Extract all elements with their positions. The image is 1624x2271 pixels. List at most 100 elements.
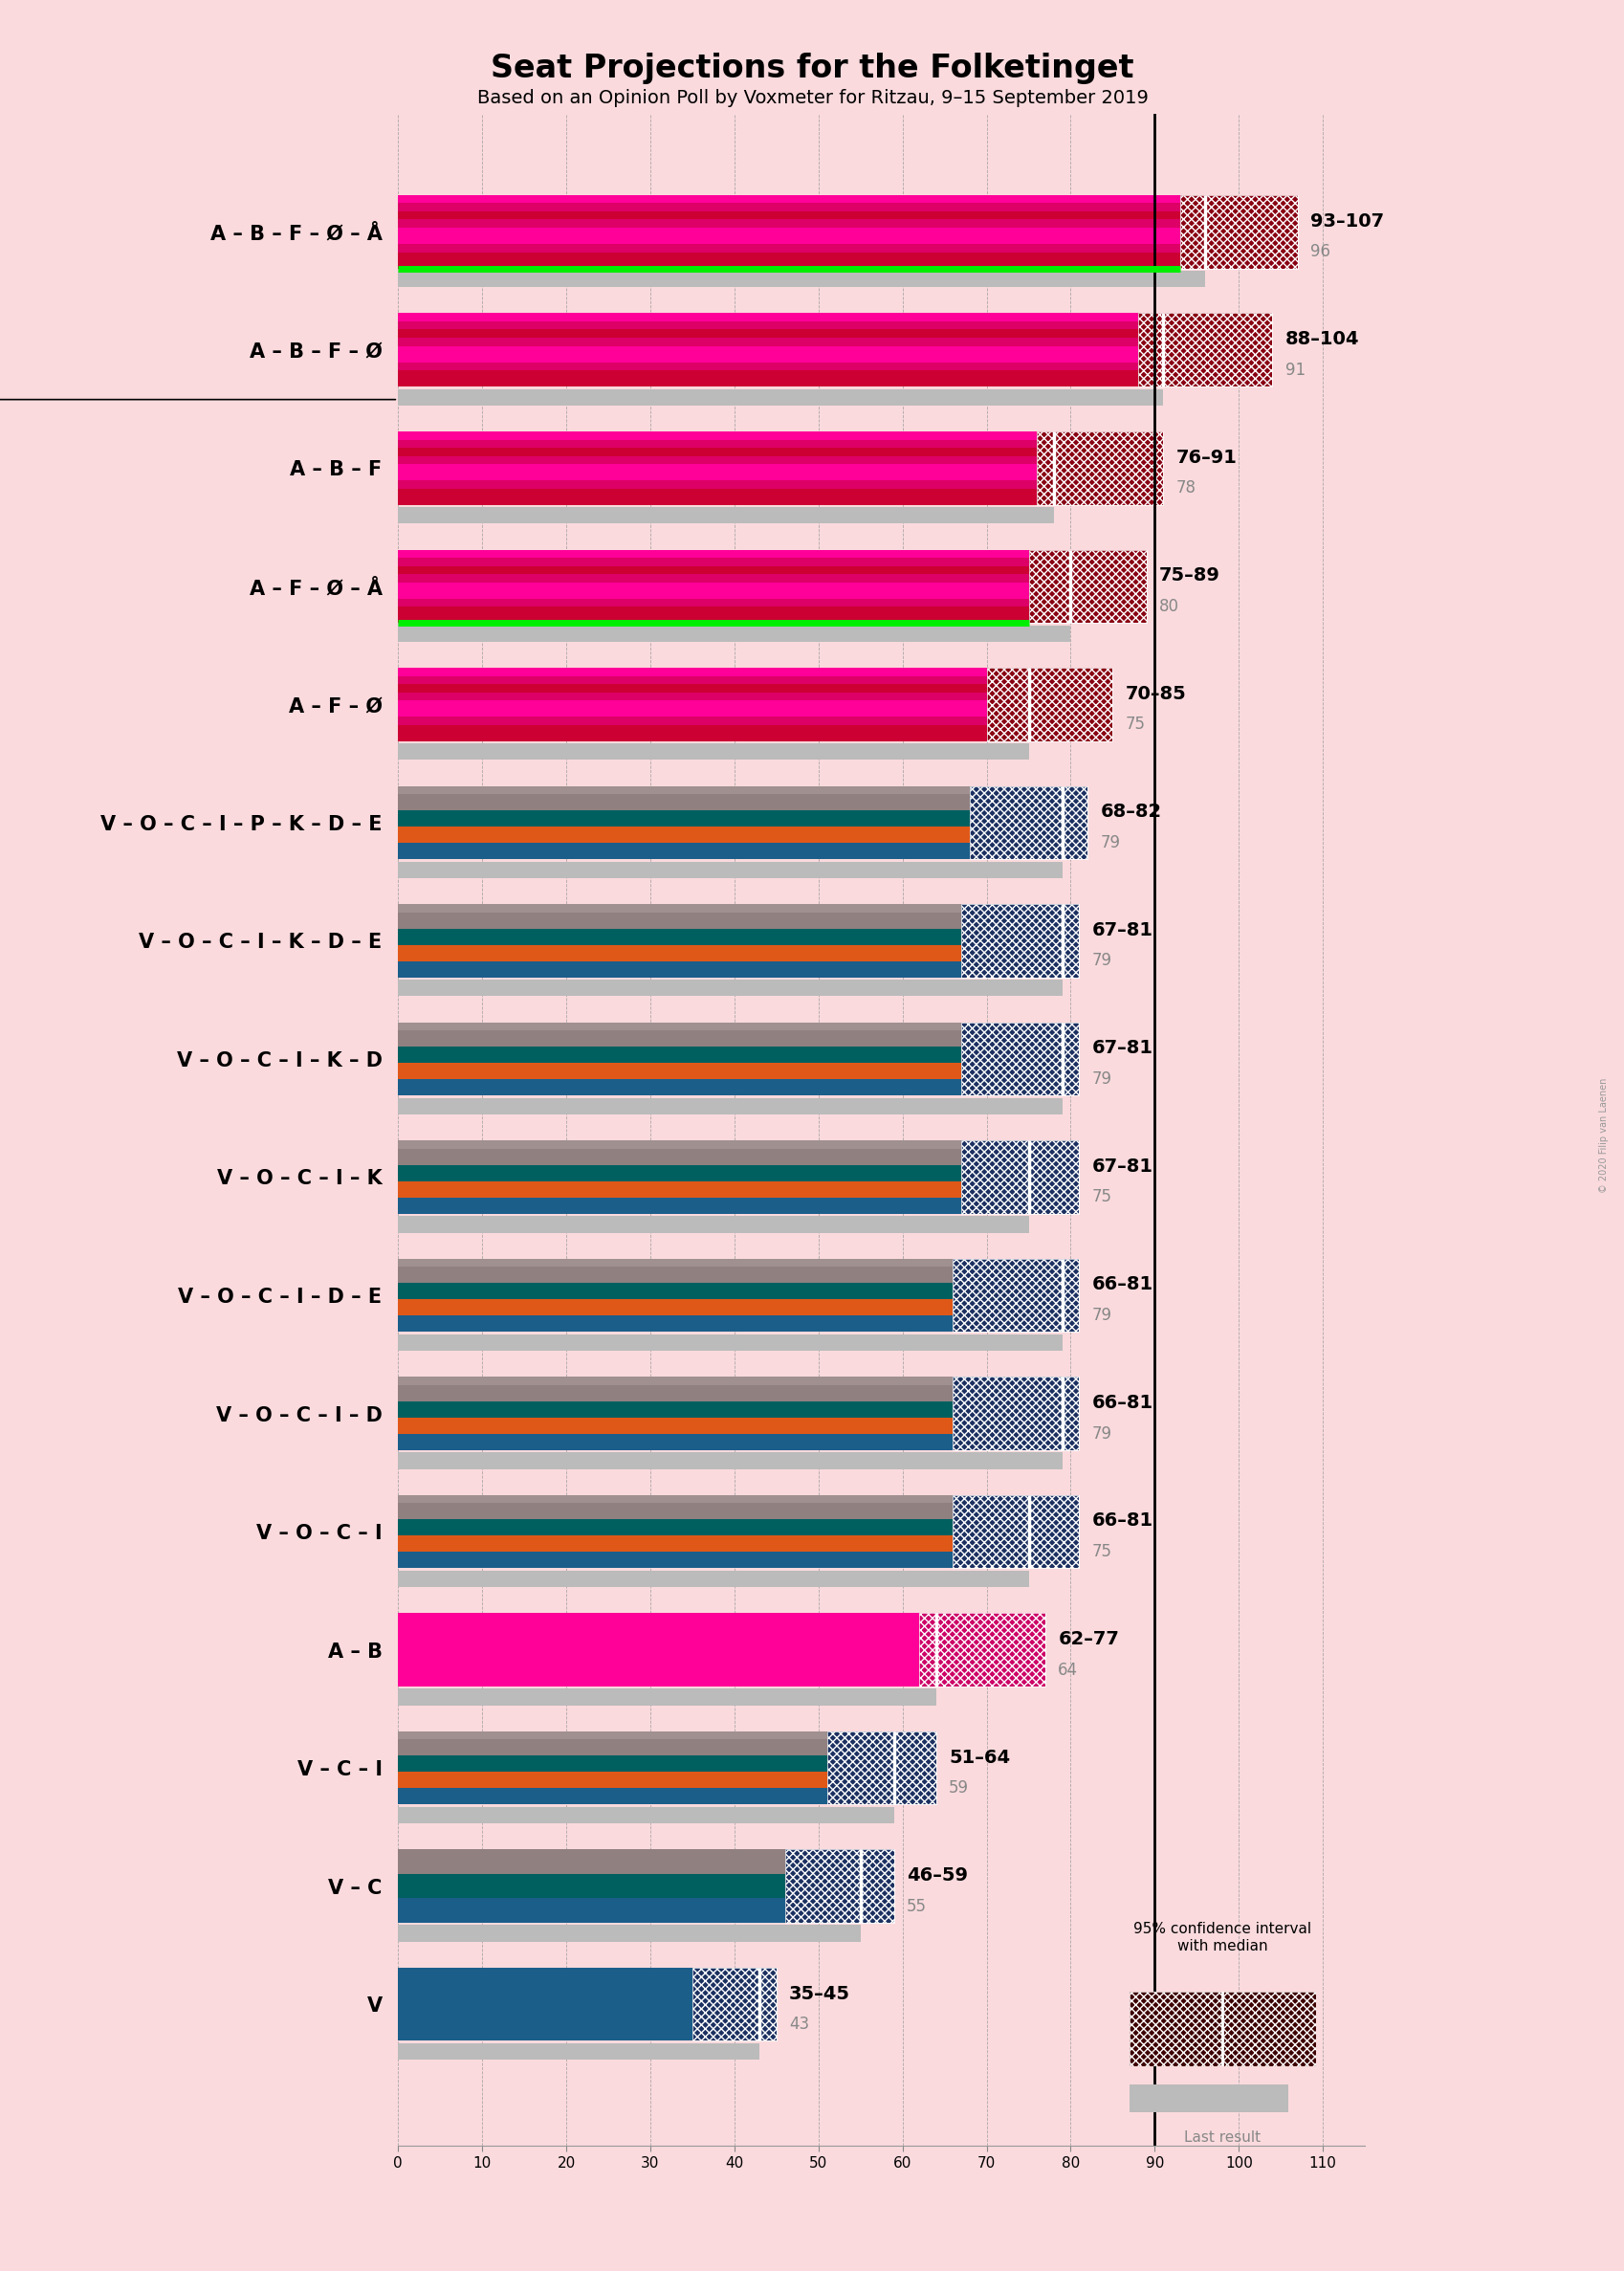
Text: 93–107: 93–107: [1309, 211, 1384, 229]
Bar: [398, 743, 1028, 761]
Bar: [398, 1662, 919, 1669]
Bar: [398, 1874, 784, 1883]
Bar: [398, 1267, 952, 1274]
Bar: [398, 734, 986, 740]
Bar: [398, 1755, 827, 1765]
Bar: [398, 836, 970, 843]
Bar: [398, 497, 1036, 504]
Text: 66–81: 66–81: [1091, 1394, 1153, 1413]
Bar: [398, 1780, 827, 1787]
Bar: [398, 227, 1179, 236]
Bar: [398, 811, 970, 818]
Bar: [986, 668, 1112, 740]
Bar: [398, 1678, 919, 1687]
Bar: [952, 1376, 1078, 1451]
Bar: [398, 431, 1036, 441]
Bar: [398, 1031, 961, 1038]
Bar: [398, 1047, 961, 1054]
Bar: [398, 684, 986, 693]
Text: 59: 59: [948, 1780, 968, 1796]
Bar: [398, 1097, 1062, 1115]
Bar: [398, 1392, 952, 1401]
Bar: [398, 1453, 1062, 1469]
Bar: [398, 202, 1179, 211]
Text: 80: 80: [1158, 597, 1179, 615]
Bar: [398, 1401, 952, 1410]
Bar: [398, 447, 1036, 456]
Bar: [398, 1426, 952, 1433]
Bar: [1179, 195, 1298, 268]
Bar: [398, 1292, 952, 1299]
Bar: [398, 1914, 784, 1924]
Bar: [398, 1165, 961, 1174]
Text: 79: 79: [1091, 1306, 1111, 1324]
Bar: [398, 970, 961, 977]
Bar: [952, 1258, 1078, 1331]
Bar: [398, 2001, 692, 2008]
Bar: [398, 1535, 952, 1544]
Bar: [398, 961, 961, 970]
Bar: [398, 818, 970, 827]
Bar: [398, 211, 1179, 220]
Text: 51–64: 51–64: [948, 1749, 1010, 1767]
Bar: [398, 615, 1028, 622]
Bar: [398, 1063, 961, 1072]
Text: Last result: Last result: [1184, 2130, 1260, 2144]
Bar: [398, 1510, 952, 1519]
Bar: [398, 322, 1137, 329]
Bar: [398, 472, 1036, 479]
Bar: [398, 220, 1179, 227]
Bar: [398, 1867, 784, 1874]
Bar: [398, 843, 970, 852]
Bar: [398, 345, 1137, 354]
Bar: [398, 2044, 758, 2060]
Text: 79: 79: [1091, 1070, 1111, 1088]
Bar: [398, 936, 961, 945]
Bar: [919, 1612, 1044, 1687]
Bar: [398, 1258, 952, 1267]
Text: Seat Projections for the Folketinget: Seat Projections for the Folketinget: [490, 52, 1134, 84]
Text: 66–81: 66–81: [1091, 1512, 1153, 1531]
Bar: [398, 1385, 952, 1392]
Text: 79: 79: [1091, 1424, 1111, 1442]
Text: 70–85: 70–85: [1125, 684, 1186, 702]
Bar: [398, 1637, 919, 1646]
Bar: [398, 1621, 919, 1628]
Bar: [398, 1740, 827, 1749]
Bar: [398, 1022, 961, 1031]
Bar: [398, 1905, 784, 1914]
Bar: [952, 1376, 1078, 1451]
Bar: [398, 1072, 961, 1079]
Bar: [398, 1787, 827, 1796]
Bar: [398, 195, 1179, 202]
Bar: [398, 441, 1036, 447]
Text: 35–45: 35–45: [789, 1985, 849, 2003]
Bar: [919, 1612, 1044, 1687]
Bar: [1036, 431, 1163, 504]
Text: 95% confidence interval
with median: 95% confidence interval with median: [1134, 1921, 1311, 1953]
Bar: [986, 668, 1112, 740]
Bar: [961, 1022, 1078, 1095]
Bar: [398, 1849, 784, 1858]
Bar: [398, 2017, 692, 2026]
Bar: [398, 261, 1179, 268]
Bar: [398, 709, 986, 718]
Bar: [398, 1299, 952, 1308]
Bar: [398, 243, 1179, 252]
Bar: [398, 1417, 952, 1426]
Bar: [398, 1992, 692, 2001]
Bar: [1179, 195, 1298, 268]
Bar: [398, 388, 1163, 407]
Bar: [398, 1088, 961, 1095]
Bar: [398, 565, 1028, 575]
Bar: [961, 904, 1078, 977]
Bar: [398, 1731, 827, 1740]
Bar: [398, 1926, 861, 1942]
Bar: [827, 1731, 935, 1805]
Bar: [398, 379, 1137, 386]
Text: 46–59: 46–59: [906, 1867, 968, 1885]
Bar: [398, 1503, 952, 1510]
Bar: [398, 1215, 1028, 1233]
Bar: [398, 954, 961, 961]
Bar: [398, 1442, 952, 1451]
